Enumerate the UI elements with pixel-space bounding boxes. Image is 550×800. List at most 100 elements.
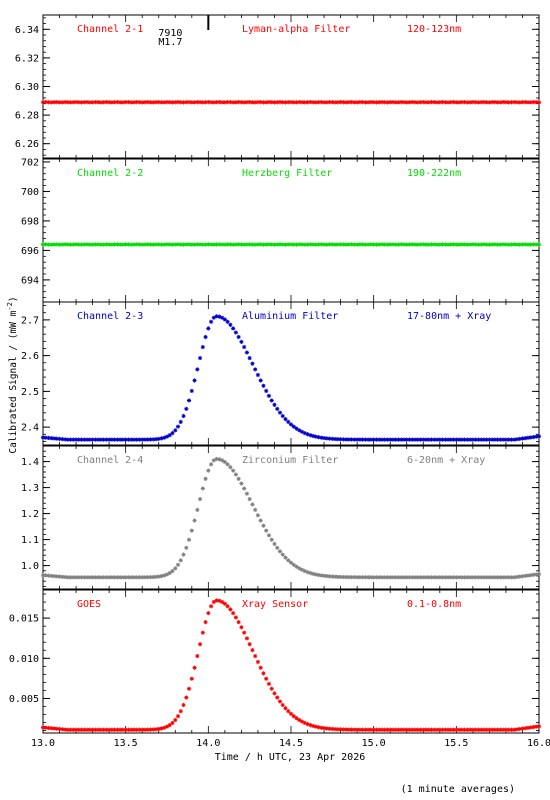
data-point xyxy=(60,727,65,732)
data-point xyxy=(60,437,65,442)
data-point xyxy=(415,242,420,247)
data-point xyxy=(443,727,448,732)
data-point xyxy=(410,242,415,247)
data-point xyxy=(101,100,106,105)
data-point xyxy=(363,100,368,105)
data-point xyxy=(87,437,92,442)
data-point xyxy=(327,436,332,441)
y-tick-label: 696 xyxy=(21,246,39,257)
data-point xyxy=(129,727,134,732)
data-point xyxy=(129,242,134,247)
data-point xyxy=(423,575,429,580)
data-point xyxy=(393,242,398,247)
data-point xyxy=(40,573,46,578)
data-point xyxy=(465,100,470,105)
data-point xyxy=(148,727,153,732)
data-point xyxy=(236,99,241,105)
data-point xyxy=(462,100,467,105)
data-point xyxy=(465,575,470,580)
data-point xyxy=(423,727,429,732)
data-point xyxy=(264,100,269,105)
data-point xyxy=(175,99,181,105)
data-point xyxy=(390,100,396,105)
data-point xyxy=(79,727,84,732)
data-point xyxy=(299,567,305,572)
data-point xyxy=(101,437,106,442)
channel-label: Channel 2-3 xyxy=(77,311,143,322)
data-point xyxy=(76,437,81,442)
panel-frame xyxy=(42,445,540,590)
data-point xyxy=(129,100,134,105)
data-point xyxy=(253,653,258,659)
data-point xyxy=(308,570,313,576)
data-point xyxy=(222,459,227,465)
data-point xyxy=(178,558,183,563)
data-point xyxy=(225,462,230,467)
data-point xyxy=(142,727,148,732)
data-point xyxy=(432,437,437,442)
data-point xyxy=(170,431,175,436)
data-point xyxy=(222,317,227,322)
data-point xyxy=(203,476,208,481)
data-point xyxy=(503,437,509,442)
data-point xyxy=(468,727,473,732)
data-point xyxy=(399,100,404,105)
data-point xyxy=(344,242,349,247)
data-point xyxy=(490,575,495,580)
data-point xyxy=(415,575,420,580)
data-point xyxy=(498,437,503,442)
data-point xyxy=(49,726,54,731)
data-point xyxy=(382,437,387,442)
data-point xyxy=(536,242,542,247)
data-point xyxy=(297,242,302,247)
data-point xyxy=(170,568,175,574)
data-point xyxy=(266,681,272,686)
data-point xyxy=(288,560,294,565)
data-point xyxy=(352,242,357,247)
data-point xyxy=(498,575,503,580)
data-point xyxy=(228,465,233,470)
data-point xyxy=(71,242,76,247)
data-point xyxy=(280,242,285,247)
data-point xyxy=(492,100,498,105)
data-point xyxy=(46,242,51,247)
panel-frame xyxy=(42,14,540,159)
data-point xyxy=(98,575,103,580)
data-point xyxy=(214,598,219,603)
data-point xyxy=(82,242,87,247)
event-id-label: 7910 xyxy=(158,28,182,39)
data-point xyxy=(65,575,70,580)
data-point xyxy=(355,100,360,105)
data-point xyxy=(352,727,357,732)
data-point xyxy=(96,437,101,442)
data-point xyxy=(142,575,148,580)
data-point xyxy=(82,727,87,732)
data-point xyxy=(247,355,252,361)
y-tick-label: 702 xyxy=(21,157,39,168)
data-point xyxy=(382,575,387,580)
data-point xyxy=(109,242,114,247)
data-point xyxy=(432,100,437,105)
data-point xyxy=(236,242,241,247)
data-point xyxy=(244,100,250,105)
data-point xyxy=(115,727,120,732)
data-point xyxy=(454,727,459,732)
data-point xyxy=(266,242,272,247)
data-point xyxy=(159,100,164,105)
data-point xyxy=(512,575,517,580)
data-point xyxy=(399,242,404,247)
data-point xyxy=(377,437,382,442)
data-point xyxy=(514,727,520,732)
data-point xyxy=(131,437,137,442)
data-point xyxy=(164,572,170,577)
data-point xyxy=(51,436,57,441)
data-point xyxy=(54,726,59,731)
data-point xyxy=(228,242,233,247)
data-point xyxy=(112,242,117,247)
data-point xyxy=(429,575,434,580)
data-point xyxy=(96,575,101,580)
data-point xyxy=(62,437,68,442)
data-point xyxy=(316,725,321,730)
data-point xyxy=(429,727,434,732)
data-point xyxy=(175,242,181,247)
